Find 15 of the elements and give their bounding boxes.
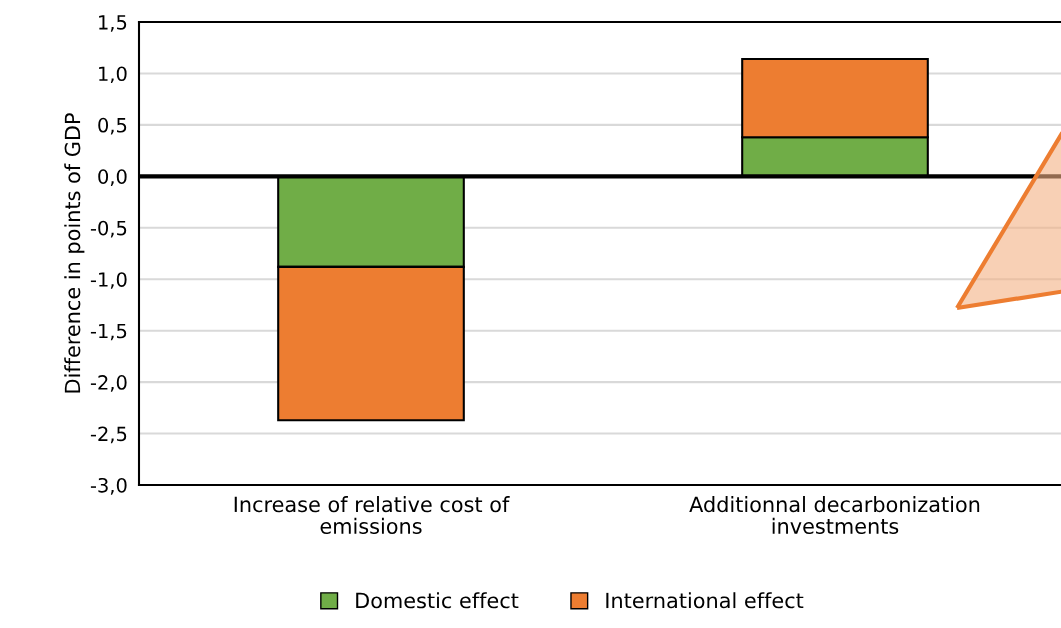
y-tick-label: -2,5	[90, 426, 127, 444]
y-tick-label: 1,5	[99, 15, 127, 32]
y-tick-label: -1,0	[90, 272, 127, 289]
y-tick-label: -1,5	[90, 323, 127, 341]
y-tick-label: 0,0	[98, 169, 127, 186]
y-tick-label: -0,5	[90, 220, 127, 238]
y-axis-title: Difference in points of GDP	[64, 113, 85, 393]
y-tick-label: 0,5	[98, 117, 127, 135]
x-tick-label: Increase of relative cost of emissions	[234, 496, 510, 534]
x-tick-label: Additionnal decarbonization investments	[689, 496, 980, 534]
y-tick-label: -3,0	[90, 477, 127, 495]
y-tick-label: 1,0	[99, 66, 127, 84]
legend-label: Domestic effect	[356, 592, 519, 609]
legend-label: International effect	[606, 592, 804, 609]
y-tick-label: -2,0	[90, 375, 127, 392]
